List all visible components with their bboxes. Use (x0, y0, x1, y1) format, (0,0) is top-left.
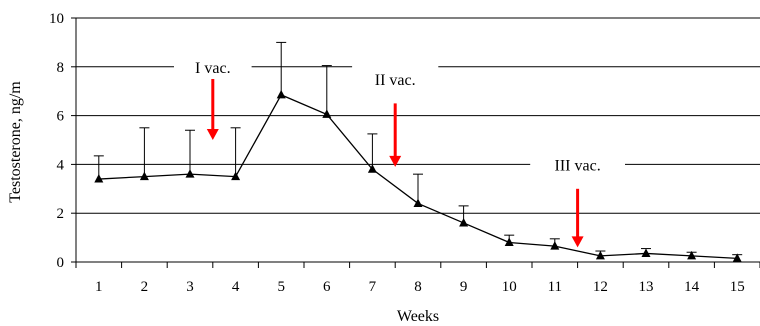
annotation-label-background (352, 66, 439, 92)
vaccination-arrow (389, 103, 402, 167)
data-point-marker (367, 164, 377, 173)
annotation-labels: I vac. II vac. III vac. (195, 60, 601, 175)
y-tick-label: 8 (57, 60, 65, 76)
arrow-head (206, 129, 219, 140)
error-bar (321, 65, 332, 115)
x-tick-label: 12 (593, 279, 608, 295)
vaccination-arrow (571, 188, 584, 248)
x-tick-label: 7 (369, 279, 377, 295)
error-bar (139, 127, 150, 177)
x-axis-title: Weeks (397, 308, 439, 325)
vaccination-arrows (206, 79, 584, 248)
x-tick-label: 5 (277, 279, 285, 295)
x-tick-label: 15 (730, 279, 745, 295)
annotation-label: III vac. (555, 157, 601, 174)
x-tick-label: 1 (95, 279, 103, 295)
error-bar (367, 133, 378, 170)
x-tick-label: 13 (639, 279, 654, 295)
y-tick-label: 2 (57, 206, 65, 222)
data-point-marker (641, 248, 651, 257)
x-tick-label: 8 (414, 279, 422, 295)
data-point-marker (413, 198, 423, 207)
error-bar (230, 127, 241, 177)
x-tick-label: 3 (186, 279, 194, 295)
x-tick-labels: 1 2 3 4 5 6 7 8 9 10 11 12 13 14 15 (95, 279, 745, 295)
annotation-label-background (174, 53, 252, 80)
data-point-marker (504, 237, 514, 246)
arrow-head (571, 236, 584, 248)
data-markers (94, 89, 742, 262)
data-point-marker (231, 171, 241, 181)
x-tick-label: 6 (323, 279, 331, 295)
y-tick-labels: 0 2 4 6 8 10 (49, 11, 65, 271)
annotation-label-background (530, 151, 625, 178)
x-tick-label: 2 (141, 279, 149, 295)
axes (71, 17, 760, 268)
data-point-marker (94, 174, 104, 183)
x-tick-label: 11 (548, 279, 562, 295)
data-point-marker (595, 250, 605, 260)
y-tick-label: 0 (57, 255, 65, 271)
data-point-marker (139, 171, 149, 181)
y-tick-label: 10 (49, 11, 64, 27)
data-point-marker (322, 109, 332, 118)
x-tick-label: 14 (684, 279, 700, 295)
data-point-marker (732, 253, 742, 262)
annotation-label-backgrounds (174, 53, 625, 178)
y-tick-label: 6 (57, 109, 65, 125)
vaccination-arrow (206, 79, 219, 140)
annotation-label: I vac. (195, 60, 231, 77)
error-bar (185, 129, 195, 175)
x-tick-label: 4 (232, 279, 240, 295)
data-point-marker (459, 217, 469, 227)
error-bar (276, 41, 287, 95)
annotation-label: II vac. (375, 72, 416, 89)
data-point-marker (276, 89, 286, 99)
x-tick-label: 9 (460, 279, 468, 295)
data-point-marker (687, 250, 697, 260)
arrow-head (389, 155, 402, 167)
data-point-marker (550, 241, 560, 250)
data-point-marker (185, 169, 195, 178)
y-tick-label: 4 (57, 157, 65, 173)
y-axis-title: Testosterone, ng/m (7, 81, 24, 203)
x-tick-label: 10 (502, 279, 517, 295)
